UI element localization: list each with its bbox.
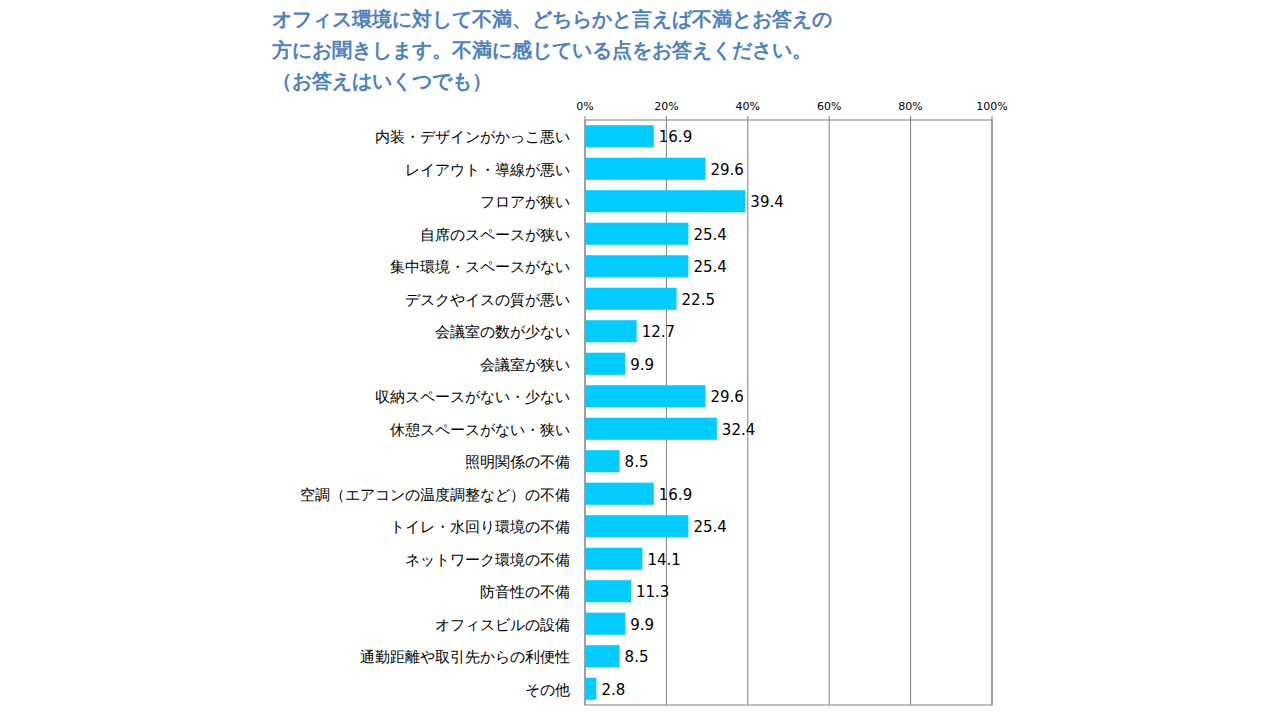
bar	[585, 190, 745, 212]
bar	[585, 158, 705, 180]
tick-mark	[666, 116, 667, 120]
chart-svg: オフィス環境に対して不満、どちらかと言えば不満とお答えの方にお聞きします。不満に…	[0, 0, 1280, 720]
data-label: 2.8	[601, 681, 625, 699]
category-label: その他	[525, 681, 570, 699]
bar	[585, 678, 596, 700]
category-label: トイレ・水回り環境の不備	[390, 518, 570, 536]
category-label: レイアウト・導線が悪い	[405, 161, 570, 179]
category-label: 集中環境・スペースがない	[390, 258, 570, 276]
bar	[585, 515, 688, 537]
plot-frame	[585, 120, 992, 705]
grid-line	[829, 120, 830, 705]
tick-mark	[585, 116, 586, 120]
data-label: 25.4	[693, 226, 726, 244]
data-label: 14.1	[647, 551, 680, 569]
bar	[585, 613, 625, 635]
data-label: 29.6	[710, 388, 743, 406]
bar	[585, 320, 637, 342]
data-label: 22.5	[682, 291, 715, 309]
category-label: フロアが狭い	[480, 193, 570, 211]
data-label: 11.3	[636, 583, 669, 601]
grid	[585, 116, 992, 705]
category-label: 照明関係の不備	[465, 453, 570, 471]
data-label: 25.4	[693, 258, 726, 276]
category-label: 収納スペースがない・少ない	[375, 388, 570, 406]
bar	[585, 580, 631, 602]
category-label: オフィスビルの設備	[435, 616, 570, 634]
data-label: 9.9	[630, 616, 654, 634]
bar	[585, 450, 620, 472]
bar	[585, 645, 620, 667]
tick-label: 40%	[736, 100, 760, 113]
tick-label: 20%	[654, 100, 678, 113]
grid-line	[910, 120, 911, 705]
category-label: 内装・デザインがかっこ悪い	[375, 128, 570, 146]
data-label: 25.4	[693, 518, 726, 536]
tick-mark	[992, 116, 993, 120]
data-label: 9.9	[630, 356, 654, 374]
tick-label: 60%	[817, 100, 841, 113]
chart-title: オフィス環境に対して不満、どちらかと言えば不満とお答えの方にお聞きします。不満に…	[271, 7, 832, 93]
category-label: デスクやイスの質が悪い	[405, 291, 570, 309]
tick-label: 80%	[898, 100, 922, 113]
chart-container: オフィス環境に対して不満、どちらかと言えば不満とお答えの方にお聞きします。不満に…	[0, 0, 1280, 720]
bar	[585, 548, 642, 570]
tick-mark	[910, 116, 911, 120]
data-label: 16.9	[659, 128, 692, 146]
bar	[585, 353, 625, 375]
category-label: 会議室が狭い	[480, 356, 570, 374]
bar	[585, 288, 677, 310]
grid-line	[747, 120, 748, 705]
category-label: 空調（エアコンの温度調整など）の不備	[300, 486, 570, 504]
tick-label: 100%	[976, 100, 1007, 113]
bar	[585, 385, 705, 407]
category-label: 自席のスペースが狭い	[420, 226, 570, 244]
tick-mark	[829, 116, 830, 120]
bar	[585, 223, 688, 245]
category-label: 休憩スペースがない・狭い	[390, 421, 570, 439]
data-label: 12.7	[642, 323, 675, 341]
tick-mark	[747, 116, 748, 120]
category-label: ネットワーク環境の不備	[405, 551, 570, 569]
category-label: 防音性の不備	[480, 583, 570, 601]
tick-label: 0%	[576, 100, 593, 113]
data-label: 8.5	[625, 648, 649, 666]
category-label: 会議室の数が少ない	[435, 323, 570, 341]
data-label: 16.9	[659, 486, 692, 504]
bar	[585, 255, 688, 277]
bar	[585, 125, 654, 147]
bars	[585, 125, 745, 700]
data-label: 32.4	[722, 421, 755, 439]
bar	[585, 483, 654, 505]
data-label: 29.6	[710, 161, 743, 179]
data-label: 39.4	[750, 193, 783, 211]
bar	[585, 418, 717, 440]
data-label: 8.5	[625, 453, 649, 471]
category-label: 通勤距離や取引先からの利便性	[360, 648, 570, 666]
